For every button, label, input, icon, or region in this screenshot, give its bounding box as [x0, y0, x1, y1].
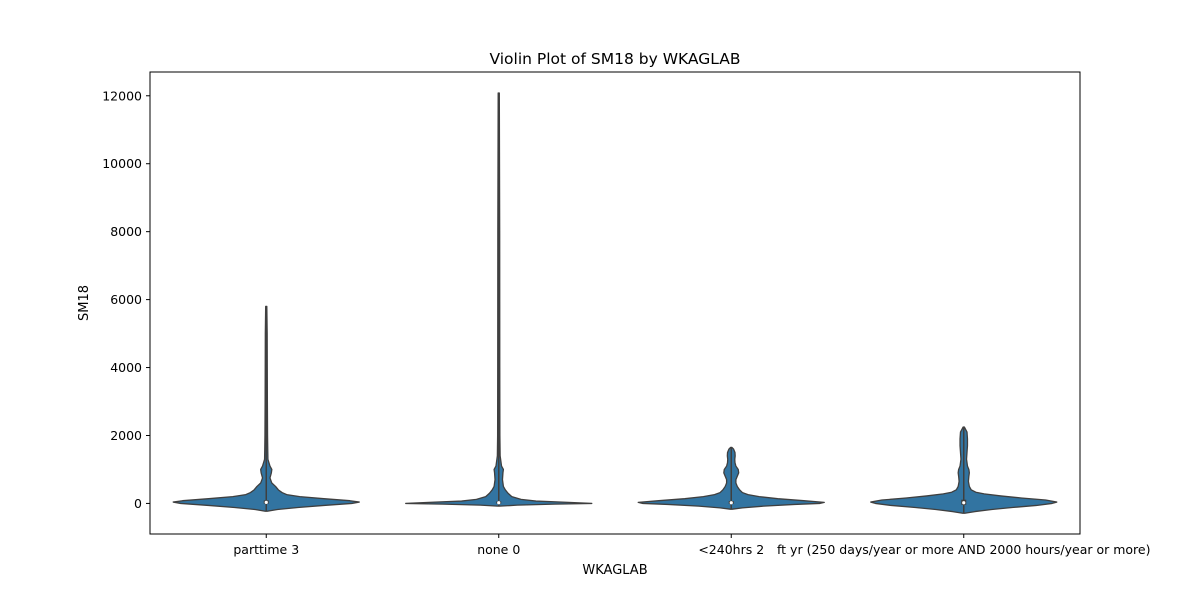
- y-axis: 0 2000 4000 6000 8000 10000 12000: [102, 88, 150, 511]
- violin: [637, 446, 825, 510]
- y-tick-label: 0: [134, 496, 142, 511]
- violin-median: [264, 500, 268, 505]
- x-tick-label: ft yr (250 days/year or more AND 2000 ho…: [777, 542, 1150, 557]
- violin: [172, 305, 360, 512]
- y-tick-label: 4000: [110, 360, 142, 375]
- x-axis-label: WKAGLAB: [582, 563, 647, 578]
- violin-median: [729, 501, 733, 505]
- violin: [405, 92, 593, 507]
- y-axis-label: SM18: [77, 285, 92, 321]
- y-tick-label: 12000: [102, 88, 142, 103]
- plot-area: [172, 92, 1058, 514]
- y-tick-label: 10000: [102, 156, 142, 171]
- x-tick-label: parttime 3: [233, 542, 299, 557]
- axes-frame: [149, 71, 1081, 535]
- x-tick-label: none 0: [477, 542, 520, 557]
- violin-median: [962, 501, 966, 505]
- x-axis: parttime 3 none 0 <240hrs 2 ft yr (250 days…: [233, 534, 1150, 557]
- chart-title: Violin Plot of SM18 by WKAGLAB: [489, 50, 740, 68]
- y-tick-label: 6000: [110, 292, 142, 307]
- y-tick-label: 2000: [110, 428, 142, 443]
- x-tick-label: <240hrs 2: [698, 542, 764, 557]
- violin-median: [497, 501, 501, 505]
- violin: [870, 426, 1058, 514]
- y-tick-label: 8000: [110, 224, 142, 239]
